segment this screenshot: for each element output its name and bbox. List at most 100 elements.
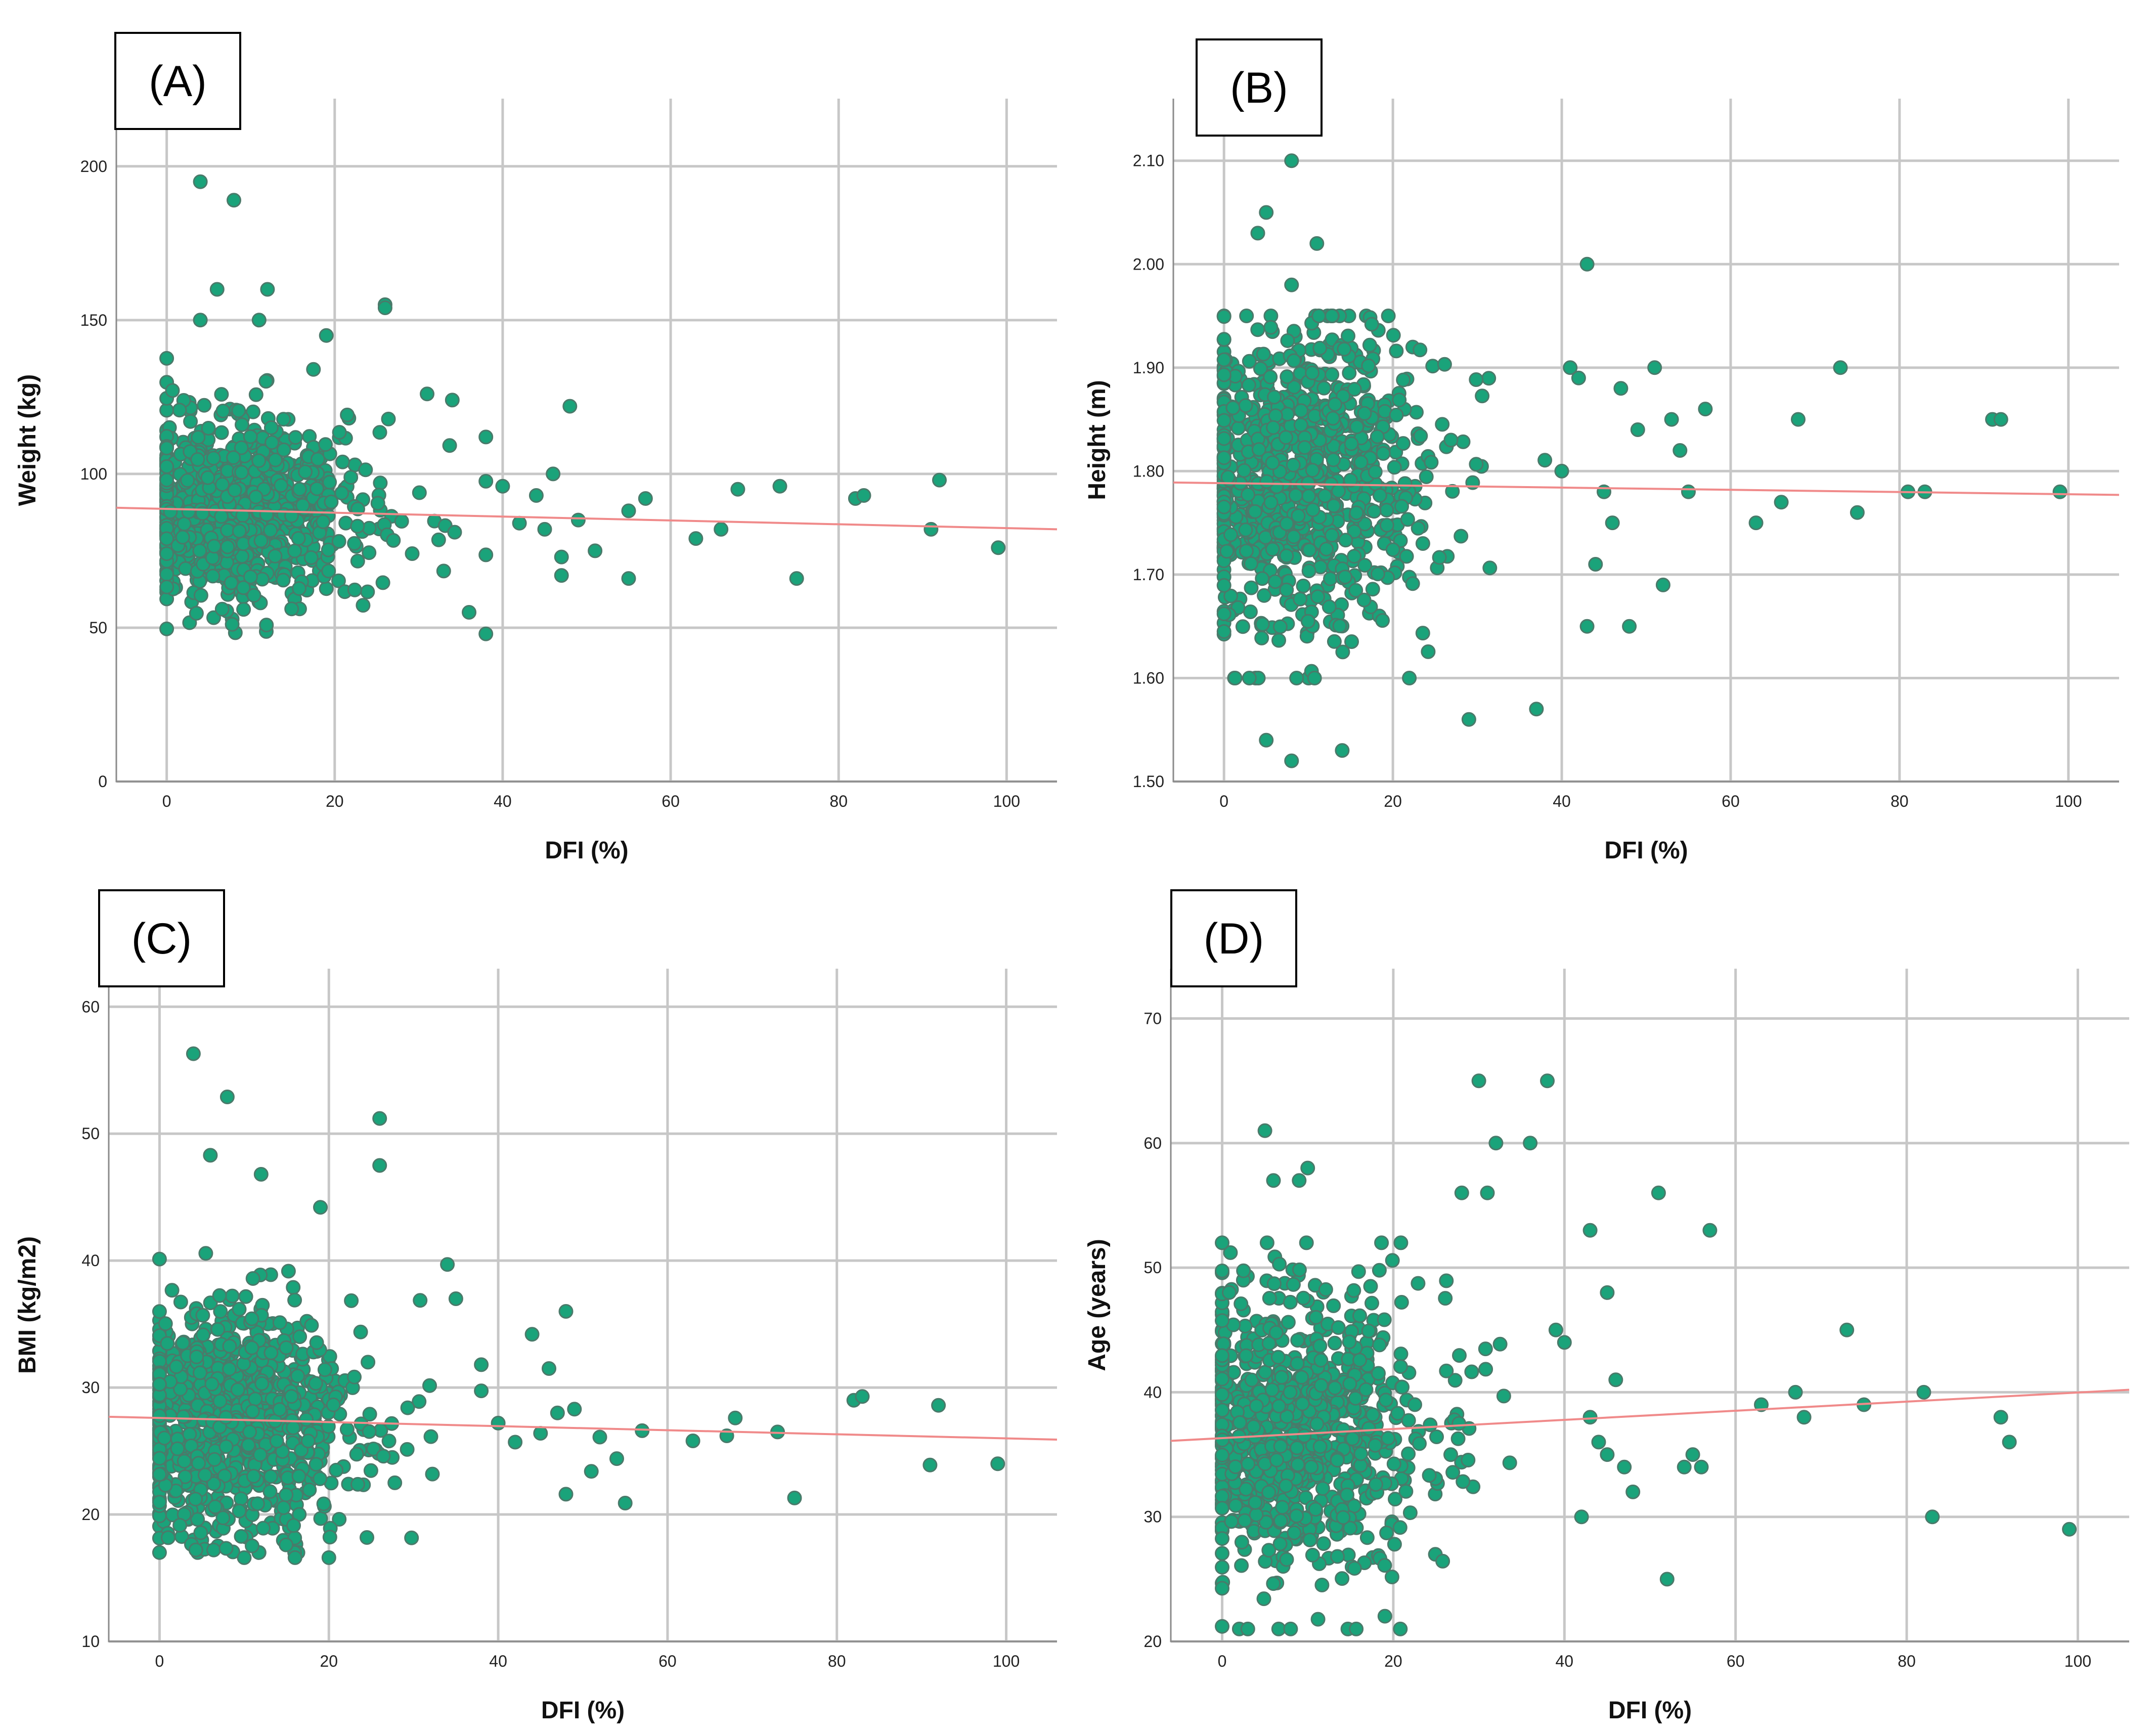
panel-c-data-point-899 (309, 1335, 324, 1350)
panel-c-data-point-901 (219, 1090, 235, 1104)
panel-d-data-point-884 (1312, 1338, 1328, 1354)
panel-b-data-point-930 (2052, 484, 2067, 499)
panel-c-data-point-903 (372, 1158, 387, 1173)
panel-d-data-point-916 (1659, 1572, 1675, 1587)
panel-b-data-point-632 (1392, 393, 1407, 408)
panel-c-data-point-150 (413, 1293, 428, 1308)
panel-a-y-tick-label-4: 200 (80, 157, 107, 176)
panel-b-data-point-743 (1344, 436, 1359, 451)
panel-c-data-point-550 (193, 1525, 208, 1540)
panel-b-data-point-822 (1372, 488, 1387, 503)
panel-c-data-point-894 (329, 1462, 344, 1478)
panel-c-data-point-825 (158, 1316, 173, 1331)
panel-d-data-point-837 (1269, 1452, 1284, 1467)
panel-c-data-point-760 (175, 1335, 190, 1351)
panel-a-data-point-666 (201, 421, 216, 436)
panel-c-data-point-779 (376, 1449, 391, 1464)
panel-b-data-point-875 (1279, 516, 1294, 531)
panel-c-data-point-773 (234, 1491, 248, 1506)
panel-b-data-point-896 (1349, 419, 1365, 435)
panel-c-data-point-683 (225, 1288, 240, 1304)
panel-b-data-point-907 (1284, 753, 1299, 768)
panel-c-x-tick-label-2: 40 (489, 1652, 507, 1670)
panel-d-data-point-785 (1372, 1337, 1387, 1353)
panel-a-data-point-929 (554, 549, 569, 565)
panel-b-data-point-100 (1537, 453, 1553, 468)
panel-b-data-point-850 (1241, 487, 1256, 502)
panel-c-data-point-883 (300, 1434, 316, 1449)
panel-b-data-point-897 (1216, 431, 1231, 446)
panel-a-data-point-924 (932, 472, 947, 488)
panel-b-data-point-892 (1293, 591, 1308, 606)
panel-b-data-point-925 (1850, 505, 1865, 520)
panel-d-data-point-714 (1371, 1366, 1386, 1381)
panel-b-data-point-893 (1256, 346, 1271, 362)
panel-a-data-point-883 (197, 398, 212, 413)
panel-d-data-point-838 (1402, 1505, 1418, 1521)
panel-a-data-point-872 (259, 618, 274, 633)
panel-a-y-tick-label-3: 150 (80, 311, 107, 329)
panel-d-data-point-833 (1290, 1440, 1304, 1455)
panel-a-data-point-878 (386, 533, 401, 548)
panel-c-data-point-361 (362, 1424, 377, 1439)
panel-b-data-point-886 (1389, 408, 1404, 422)
panel-b-data-point-404 (1216, 624, 1231, 639)
panel-d-data-point-934 (1617, 1459, 1632, 1475)
panel-c-data-point-893 (238, 1289, 253, 1304)
panel-b-data-point-656 (1432, 550, 1447, 565)
panel-a-data-point-927 (529, 488, 544, 503)
panel-b-data-point-737 (1332, 618, 1347, 633)
panel-a-x-tick-label-1: 20 (326, 792, 344, 810)
panel-c-data-point-755 (387, 1475, 403, 1490)
panel-d-data-point-533 (1393, 1347, 1409, 1362)
panel-d-data-point-832 (1290, 1457, 1305, 1472)
panel-a-scatter-points (159, 174, 1006, 641)
panel-b-data-point-935 (1554, 463, 1569, 479)
panel-a-data-point-652 (295, 498, 310, 513)
panel-a-data-point-886 (159, 459, 174, 474)
panel-d-data-point-779 (1384, 1570, 1399, 1584)
panel-b-data-point-128 (1475, 388, 1490, 404)
panel-c-data-point-864 (400, 1400, 415, 1415)
panel-a-data-point-894 (175, 530, 190, 545)
panel-c-data-point-587 (234, 1529, 249, 1544)
panel-d-data-point-887 (1215, 1501, 1229, 1516)
panel-b-data-point-596 (1237, 463, 1252, 478)
panel-b-data-point-861 (1263, 495, 1279, 510)
panel-b-data-point-854 (1223, 527, 1238, 542)
panel-a-data-point-730 (159, 441, 174, 456)
panel-d-data-point-716 (1234, 1558, 1249, 1573)
panel-a-data-point-671 (362, 521, 377, 536)
panel-d-y-tick-label-3: 50 (1143, 1259, 1162, 1277)
panel-d-data-point-503 (1318, 1282, 1333, 1297)
panel-d-data-point-756 (1287, 1525, 1302, 1540)
panel-b-data-point-643 (1405, 576, 1420, 591)
panel-d-data-point-580 (1305, 1547, 1320, 1563)
panel-d-data-point-202 (1299, 1235, 1314, 1250)
panel-b-data-point-853 (1243, 604, 1258, 619)
panel-a-data-point-359 (343, 470, 359, 485)
panel-d-data-point-909 (1240, 1621, 1255, 1636)
panel-c-data-point-871 (272, 1402, 287, 1417)
panel-d-data-point-915 (1651, 1185, 1666, 1200)
panel-b-data-point-566 (1325, 309, 1340, 323)
panel-b-data-point-784 (1387, 460, 1402, 475)
panel-d-data-point-816 (1377, 1312, 1392, 1327)
panel-b-data-point-618 (1227, 671, 1243, 685)
panel-a-data-point-5 (306, 362, 321, 377)
panel-c-data-point-793 (212, 1288, 227, 1303)
panel-b-data-point-813 (1225, 400, 1241, 415)
panel-c-data-point-544 (350, 1477, 365, 1492)
panel-a-data-point-880 (259, 507, 274, 522)
panel-b-data-point-776 (1368, 464, 1383, 480)
panel-a-data-point-811 (318, 437, 333, 452)
panel-a-data-point-892 (232, 524, 247, 539)
panel-b-data-point-788 (1328, 397, 1342, 412)
panel-d-y-tick-label-4: 60 (1143, 1134, 1162, 1152)
panel-a-data-point-865 (248, 489, 263, 504)
panel-c-data-point-912 (550, 1405, 565, 1420)
panel-d-x-tick-label-5: 100 (2064, 1652, 2091, 1670)
panel-b-data-point-227 (1456, 434, 1471, 449)
panel-d-data-point-566 (1423, 1417, 1438, 1433)
panel-c-data-point-916 (609, 1451, 624, 1466)
